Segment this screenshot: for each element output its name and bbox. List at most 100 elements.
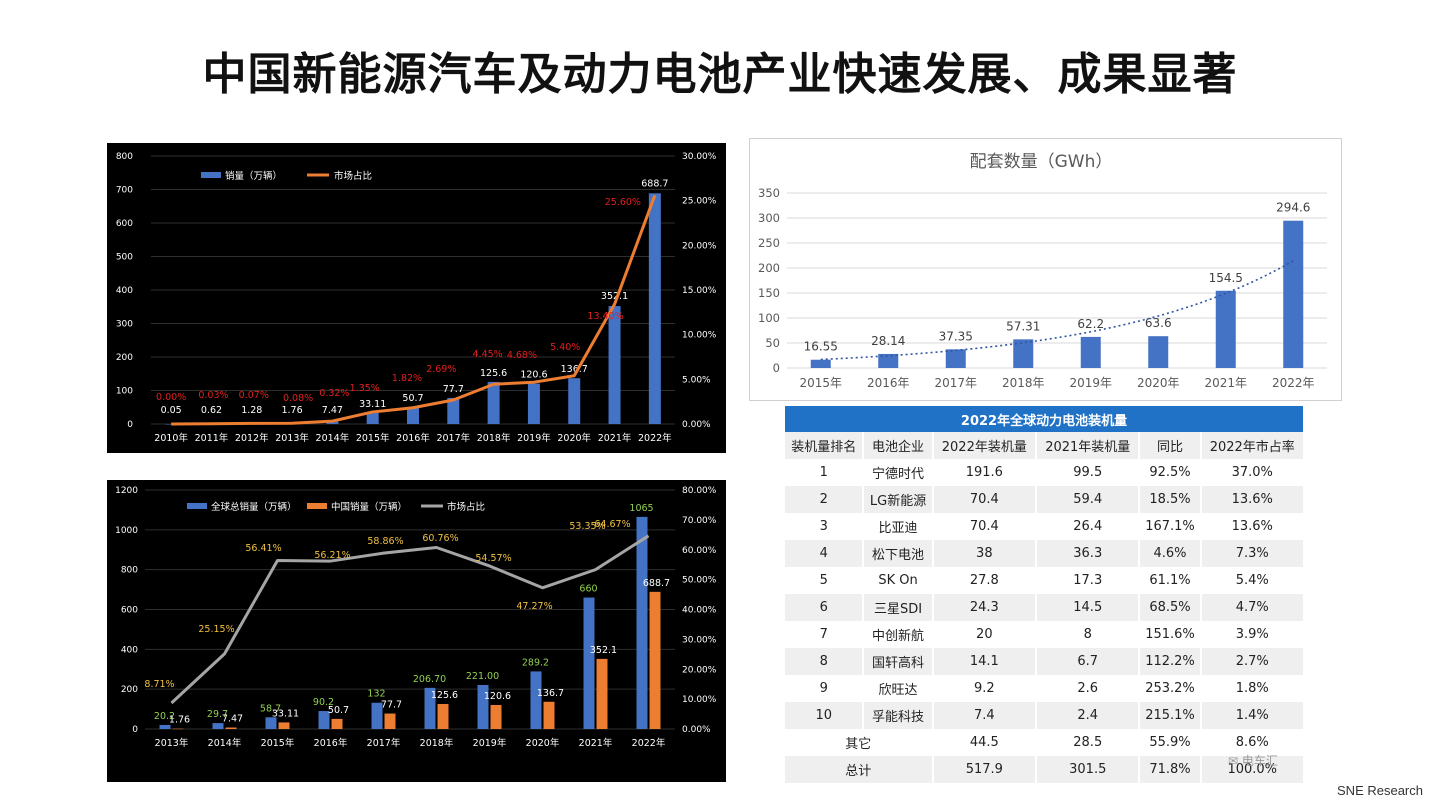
- china-sales-label: 77.7: [381, 700, 402, 711]
- sales-bar: [407, 407, 419, 424]
- x-tick: 2022年: [638, 432, 672, 444]
- global-sales-bar: [318, 711, 330, 729]
- table-cell: 38: [933, 540, 1036, 567]
- table-cell: SK On: [878, 573, 918, 588]
- global-sales-bar: [265, 717, 277, 729]
- y-left-tick: 0: [127, 420, 133, 430]
- gwh-data-label: 16.55: [804, 340, 838, 354]
- y-tick: 300: [758, 211, 780, 225]
- x-tick: 2015年: [356, 432, 390, 444]
- table-cell: 253.2%: [1145, 681, 1195, 696]
- battery-installed-gwh-chart: 配套数量（GWh） 0 50 100 150 200 250 300 350 16.55 2015年…: [749, 138, 1342, 401]
- gwh-bar: [878, 353, 899, 368]
- china-sales-bar: [596, 658, 608, 729]
- table-cell: 24.3: [933, 594, 1036, 621]
- table-row: 7 中创新航 20 8 151.6% 3.9%: [785, 621, 1303, 648]
- table-caption-row: 2022年全球动力电池装机量: [785, 406, 1303, 432]
- share-data-label: 0.07%: [239, 390, 269, 401]
- share-data-label: 4.68%: [507, 350, 537, 361]
- gwh-bar: [1148, 336, 1169, 368]
- table-cell: 国轩高科: [864, 648, 932, 675]
- table-cell: 欣旺达: [878, 683, 918, 698]
- table-cell: 松下电池: [864, 540, 932, 567]
- legend-swatch-sales: [201, 172, 221, 178]
- table-row: 3 比亚迪 70.4 26.4 167.1% 13.6%: [785, 513, 1303, 540]
- table-cell: 5.4%: [1235, 573, 1269, 588]
- y-right-tick: 80.00%: [682, 486, 717, 496]
- x-tick: 2016年: [314, 737, 348, 749]
- x-tick: 2013年: [155, 737, 189, 749]
- y-right-tick: 25.00%: [682, 197, 717, 207]
- china-sales-bar: [543, 701, 555, 729]
- table-cell: 9: [819, 681, 828, 696]
- x-tick: 2019年: [473, 737, 507, 749]
- share-data-label: 54.57%: [475, 553, 511, 564]
- table-row: 8 国轩高科 14.1 6.7 112.2% 2.7%: [785, 648, 1303, 675]
- x-tick: 2017年: [934, 376, 977, 390]
- table-cell: 61.1%: [1149, 573, 1191, 588]
- sales-data-label: 125.6: [480, 368, 507, 379]
- y-left-tick: 700: [116, 186, 133, 196]
- table-row: 1 宁德时代 191.6 99.5 92.5% 37.0%: [785, 459, 1303, 486]
- table-cell: 36.3: [1037, 540, 1139, 567]
- china-sales-bar: [437, 703, 449, 729]
- table-cell: 其它: [845, 737, 872, 752]
- legend-label-global: 全球总销量（万辆）: [211, 501, 297, 513]
- table-cell: 6.7: [1037, 648, 1139, 675]
- gwh-data-label: 57.31: [1006, 319, 1040, 333]
- sales-bar: [608, 306, 621, 424]
- global-sales-bar: [159, 724, 171, 729]
- share-data-label: 4.45%: [473, 349, 503, 360]
- table-cell: 2.7%: [1201, 648, 1303, 675]
- y-left-tick: 1200: [115, 486, 138, 496]
- table-cell: 3: [819, 519, 828, 534]
- x-tick: 2017年: [436, 432, 470, 444]
- x-tick: 2015年: [799, 376, 842, 390]
- china-sales-bar: [384, 713, 396, 729]
- share-data-label: 64.67%: [594, 519, 630, 530]
- table-cell: 9.2: [973, 681, 995, 696]
- y-right-tick: 60.00%: [682, 546, 717, 556]
- global-sales-bar: [636, 516, 648, 729]
- global-sales-label: 29.7: [207, 709, 228, 720]
- share-data-label: 56.41%: [245, 543, 281, 554]
- battery-installation-table: 2022年全球动力电池装机量 装机量排名 电池企业 2022年装机量 2021年装机量同…: [783, 406, 1305, 783]
- column-header: 电池企业: [864, 432, 932, 459]
- sales-bar: [527, 383, 540, 424]
- share-data-label: 60.76%: [422, 533, 458, 544]
- table-cell: 26.4: [1073, 519, 1103, 534]
- share-data-label: 2.69%: [426, 364, 456, 375]
- x-tick: 2022年: [1272, 376, 1315, 390]
- table-header-row: 装机量排名 电池企业 2022年装机量 2021年装机量 同比 2022年市占率: [785, 432, 1303, 459]
- y-right-tick: 20.00%: [682, 665, 717, 675]
- x-tick: 2016年: [867, 376, 910, 390]
- y-left-tick: 200: [116, 353, 133, 363]
- table-cell: 71.8%: [1140, 756, 1200, 783]
- share-data-label: 47.27%: [516, 601, 552, 612]
- x-tick: 2018年: [420, 737, 454, 749]
- table-cell: 14.1: [933, 648, 1036, 675]
- global-sales-bar: [530, 671, 542, 729]
- x-tick: 2019年: [517, 432, 551, 444]
- x-tick: 2022年: [632, 737, 666, 749]
- y-tick: 200: [758, 261, 780, 275]
- y-tick: 100: [758, 311, 780, 325]
- share-data-label: 56.21%: [314, 550, 350, 561]
- sales-data-label: 1.76: [281, 405, 302, 416]
- table-cell: 8: [1083, 627, 1092, 642]
- share-data-label: 13.40%: [587, 311, 623, 322]
- y-right-tick: 0.00%: [682, 725, 711, 735]
- table-cell: 10: [785, 702, 863, 729]
- table-cell: 215.1%: [1140, 702, 1200, 729]
- sales-data-label: 0.62: [201, 405, 222, 416]
- table-cell: 2.6: [1077, 681, 1099, 696]
- table-cell: 28.5: [1073, 735, 1103, 750]
- y-left-tick: 400: [121, 645, 138, 655]
- table-cell: 1.4%: [1201, 702, 1303, 729]
- global-sales-bar: [583, 597, 595, 729]
- x-tick: 2015年: [261, 737, 295, 749]
- global-sales-bar: [477, 684, 489, 729]
- market-share-line: [171, 194, 657, 426]
- y-left-tick: 800: [116, 152, 133, 162]
- page-title: 中国新能源汽车及动力电池产业快速发展、成果显著: [202, 49, 1238, 100]
